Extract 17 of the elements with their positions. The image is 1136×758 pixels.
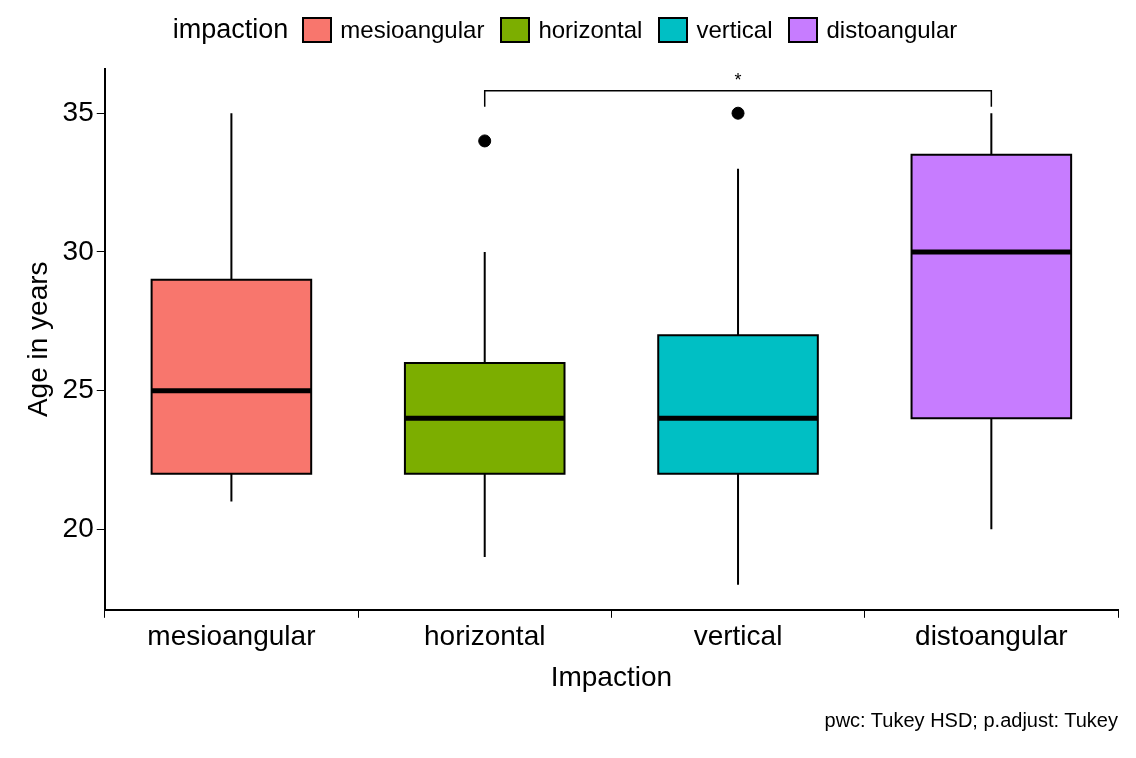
legend-title: impaction [172, 14, 289, 45]
legend-label: horizontal [538, 15, 643, 44]
legend-label: distoangular [826, 15, 958, 44]
x-tick-label: vertical [693, 620, 783, 652]
text: pwc: Tukey HSD; p.adjust: Tukey [823, 709, 1119, 732]
legend-label: vertical [696, 15, 773, 44]
x-tick-label: mesioangular [147, 620, 316, 652]
x-tick-label: distoangular [915, 620, 1068, 652]
y-tick-label: 35 [62, 95, 94, 127]
x-axis-title: Impaction [550, 660, 673, 692]
legend-label: mesioangular [340, 15, 485, 44]
y-axis-title: Age in years [21, 261, 53, 418]
y-tick-label: 25 [62, 373, 94, 405]
y-tick-label: 20 [62, 512, 94, 544]
annotation: * [734, 69, 742, 90]
x-tick-label: horizontal [424, 620, 546, 652]
y-tick-label: 30 [62, 234, 94, 266]
